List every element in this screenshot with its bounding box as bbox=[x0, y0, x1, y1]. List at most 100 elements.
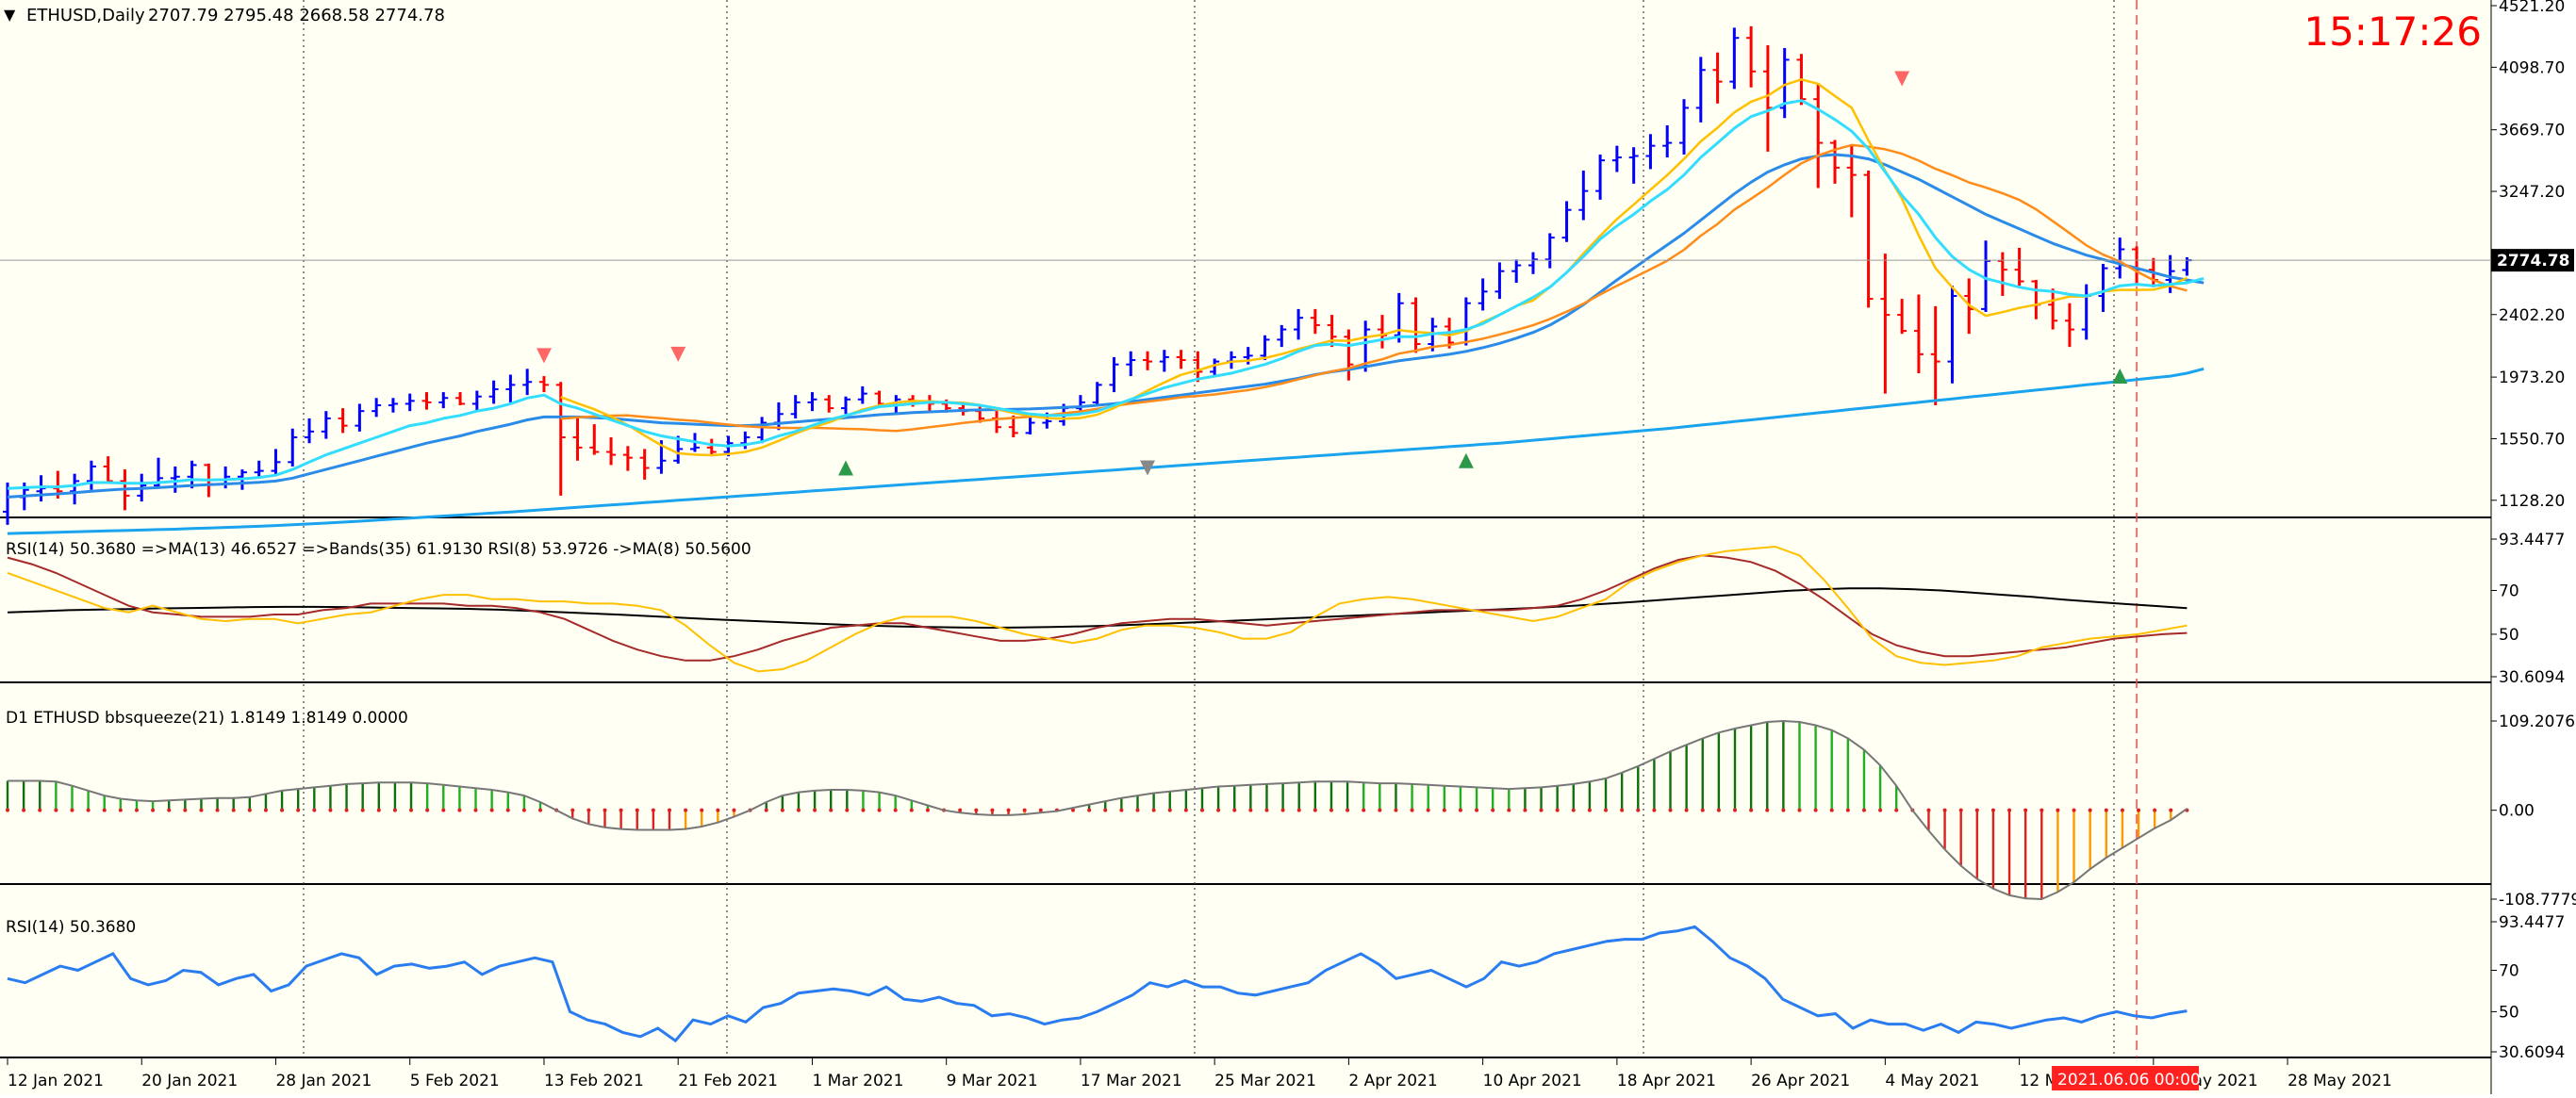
squeeze-dot bbox=[635, 808, 639, 812]
squeeze-dot bbox=[1475, 808, 1479, 812]
squeeze-dot bbox=[1845, 808, 1850, 812]
squeeze-dot bbox=[1684, 808, 1689, 812]
squeeze-dot bbox=[619, 808, 623, 812]
rsi-multi-axis-label: 93.4477 bbox=[2499, 531, 2565, 549]
squeeze-dot bbox=[1410, 808, 1414, 812]
squeeze-dot bbox=[1732, 808, 1737, 812]
rsi8-line bbox=[7, 545, 2188, 673]
squeeze-dot bbox=[651, 808, 655, 812]
signal-arrow-icon bbox=[838, 460, 853, 476]
squeeze-dot bbox=[1990, 808, 1995, 812]
squeeze-dot bbox=[2104, 808, 2108, 812]
squeeze-dot bbox=[1571, 808, 1576, 812]
rsi-multi-axis-label: 30.6094 bbox=[2499, 668, 2565, 687]
time-axis-label: 10 Apr 2021 bbox=[1483, 1072, 1582, 1090]
squeeze-dot bbox=[215, 808, 220, 812]
ma-fast-line bbox=[7, 99, 2204, 490]
current-price-value: 2774.78 bbox=[2497, 252, 2569, 270]
squeeze-dot bbox=[521, 808, 526, 812]
price-axis-label: 3247.20 bbox=[2499, 183, 2565, 202]
time-axis-label: 25 Mar 2021 bbox=[1214, 1072, 1316, 1090]
time-axis-label: 28 May 2021 bbox=[2287, 1072, 2392, 1090]
squeeze-dot bbox=[1296, 808, 1301, 812]
signal-arrow-icon bbox=[1894, 71, 1910, 87]
squeeze-dot bbox=[684, 808, 688, 812]
squeeze-dot bbox=[102, 808, 107, 812]
bbsqueeze-pane[interactable] bbox=[6, 719, 2189, 901]
squeeze-dot bbox=[925, 808, 930, 812]
squeeze-dot bbox=[2120, 808, 2124, 812]
squeeze-dot bbox=[2056, 808, 2060, 812]
time-axis-label: 2 Apr 2021 bbox=[1348, 1072, 1437, 1090]
rsi-multi-axis-label: 50 bbox=[2499, 626, 2519, 645]
squeeze-dot bbox=[1668, 808, 1673, 812]
signal-arrow-icon bbox=[1458, 452, 1474, 468]
squeeze-dot bbox=[1620, 808, 1625, 812]
squeeze-outline bbox=[8, 719, 2188, 901]
squeeze-dot bbox=[1038, 808, 1043, 812]
squeeze-dot bbox=[1394, 808, 1398, 812]
squeeze-dot bbox=[1426, 808, 1430, 812]
time-axis-label: 13 Feb 2021 bbox=[544, 1072, 644, 1090]
squeeze-axis-label: 109.2076 bbox=[2499, 713, 2575, 731]
rsi-bands-line bbox=[7, 587, 2188, 630]
squeeze-dot bbox=[1087, 808, 1092, 812]
price-axis-label: 3669.70 bbox=[2499, 122, 2565, 140]
squeeze-dot bbox=[893, 808, 898, 812]
time-axis-label: 17 Mar 2021 bbox=[1081, 1072, 1182, 1090]
squeeze-dot bbox=[344, 808, 349, 812]
squeeze-dot bbox=[489, 808, 494, 812]
squeeze-dot bbox=[1199, 808, 1204, 812]
squeeze-dot bbox=[1861, 808, 1866, 812]
squeeze-dot bbox=[183, 808, 188, 812]
squeeze-dot bbox=[700, 808, 704, 812]
squeeze-dot bbox=[2039, 808, 2044, 812]
price-axis-label: 1128.20 bbox=[2499, 492, 2565, 511]
rsi-line bbox=[7, 925, 2188, 1043]
squeeze-dot bbox=[296, 808, 301, 812]
chart-menu-icon[interactable]: ▼ bbox=[4, 6, 16, 24]
squeeze-dot bbox=[54, 808, 58, 812]
squeeze-dot bbox=[1974, 808, 1979, 812]
squeeze-dot bbox=[473, 808, 478, 812]
squeeze-dot bbox=[2072, 808, 2076, 812]
squeeze-dot bbox=[1555, 808, 1560, 812]
squeeze-dot bbox=[263, 808, 268, 812]
server-clock: 15:17:26 bbox=[2304, 8, 2482, 55]
rsi-axis-label: 30.6094 bbox=[2499, 1043, 2565, 1062]
squeeze-dot bbox=[780, 808, 784, 812]
squeeze-dot bbox=[1362, 808, 1366, 812]
squeeze-dot bbox=[603, 808, 607, 812]
squeeze-dot bbox=[1103, 808, 1108, 812]
squeeze-dot bbox=[1022, 808, 1027, 812]
price-pane[interactable] bbox=[0, 25, 2491, 535]
price-axis-label: 2402.20 bbox=[2499, 306, 2565, 325]
squeeze-dot bbox=[570, 808, 575, 812]
squeeze-dot bbox=[1958, 808, 1963, 812]
squeeze-dot bbox=[1652, 808, 1657, 812]
signal-arrow-icon bbox=[1140, 460, 1156, 476]
squeeze-dot bbox=[376, 808, 381, 812]
squeeze-dot bbox=[1716, 808, 1721, 812]
squeeze-dot bbox=[1151, 808, 1156, 812]
squeeze-dot bbox=[1167, 808, 1172, 812]
squeeze-dot bbox=[1264, 808, 1269, 812]
squeeze-dot bbox=[2088, 808, 2092, 812]
rsi-ma-line bbox=[7, 554, 2188, 662]
squeeze-dot bbox=[2153, 808, 2157, 812]
axis-background bbox=[2491, 0, 2576, 1094]
squeeze-dot bbox=[1813, 808, 1818, 812]
squeeze-dot bbox=[1523, 808, 1527, 812]
ma-mid-line bbox=[7, 153, 2204, 499]
squeeze-dot bbox=[2169, 808, 2173, 812]
squeeze-dot bbox=[2007, 808, 2012, 812]
squeeze-dot bbox=[1313, 808, 1317, 812]
time-axis-label: 9 Mar 2021 bbox=[947, 1072, 1038, 1090]
time-axis-label: 20 Jan 2021 bbox=[141, 1072, 238, 1090]
squeeze-dot bbox=[38, 808, 42, 812]
rsi-pane[interactable] bbox=[7, 925, 2188, 1043]
squeeze-dot bbox=[280, 808, 285, 812]
rsi-multi-pane[interactable] bbox=[7, 545, 2188, 673]
